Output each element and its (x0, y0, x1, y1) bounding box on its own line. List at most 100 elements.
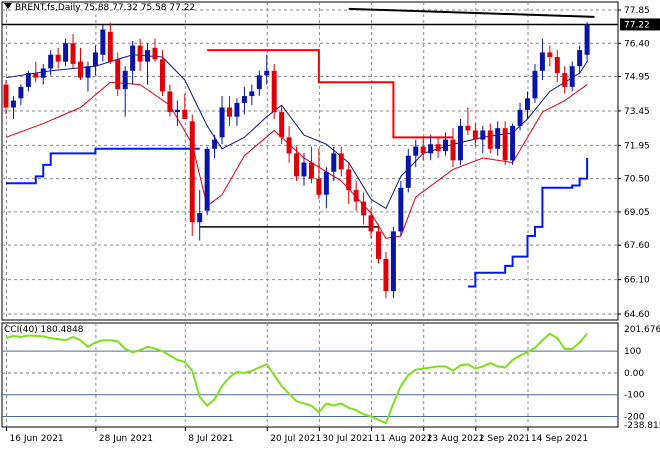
candle-body (279, 112, 285, 138)
candle (137, 38, 143, 71)
candle-body (539, 52, 545, 71)
cci-tick-label: 0.00 (624, 369, 644, 379)
candle-body (55, 54, 61, 62)
candle-body (428, 144, 434, 154)
candle (122, 66, 128, 117)
candle (361, 192, 367, 225)
candle-body (554, 57, 560, 74)
candle (219, 96, 225, 145)
candle (539, 38, 545, 80)
candle-body (338, 153, 344, 170)
candle (517, 102, 523, 131)
candle (40, 63, 46, 85)
candle-body (256, 75, 262, 90)
candle-body (174, 109, 180, 113)
candle-body (577, 50, 583, 67)
candle-body (301, 162, 307, 177)
candle (212, 135, 218, 158)
candle-body (197, 213, 203, 223)
candle-body (502, 128, 508, 161)
candle (241, 86, 247, 115)
candle (554, 50, 560, 83)
candle (279, 105, 285, 145)
candle-body (212, 139, 218, 149)
time-axis-label: 11 Aug 2021 (375, 434, 433, 444)
candle (85, 61, 91, 92)
candle (18, 84, 24, 106)
candle-body (159, 59, 165, 92)
candle-body (495, 128, 501, 149)
candle (92, 45, 98, 76)
candle (159, 50, 165, 97)
candle-body (517, 109, 523, 126)
candle (107, 22, 113, 64)
current-price-tag (620, 18, 660, 31)
candle-body (33, 73, 39, 78)
candle (584, 22, 590, 63)
candle-body (25, 73, 31, 87)
time-axis-label: 16 Jun 2021 (10, 434, 64, 444)
candle (115, 52, 121, 97)
candle-body (569, 66, 575, 87)
candle-body (547, 52, 553, 58)
candle-body (346, 169, 352, 191)
support-step-line (6, 147, 589, 288)
candle (234, 98, 240, 126)
candle (532, 63, 538, 103)
candle-body (40, 68, 46, 78)
current-price-label: 77.22 (624, 20, 650, 30)
candle-body (323, 171, 329, 195)
resistance-step-line (207, 49, 453, 139)
time-axis-label: 14 Sep 2021 (531, 434, 588, 444)
candle (353, 180, 359, 211)
candle (577, 45, 583, 74)
candle (152, 38, 158, 62)
cci-line (5, 332, 588, 425)
candle (495, 121, 501, 156)
candle-body (145, 50, 151, 62)
candle (405, 148, 411, 193)
candle-body (85, 66, 91, 78)
candle-body (92, 52, 98, 67)
candle-body (398, 187, 404, 232)
candle-body (376, 231, 381, 259)
candle (398, 180, 404, 236)
main-panel-frame (1, 1, 619, 321)
candle-body (294, 153, 300, 177)
candle (316, 148, 322, 200)
price-tick-label: 69.05 (624, 208, 650, 218)
candle (48, 50, 54, 76)
cci-tick-label: 100 (624, 347, 641, 357)
candle (487, 123, 493, 154)
candle (130, 40, 136, 85)
candle-body (227, 107, 232, 117)
candle-body (450, 139, 456, 161)
candle (525, 91, 530, 119)
candle (331, 146, 337, 181)
candle-body (413, 146, 419, 156)
cci-panel-frame (1, 322, 619, 428)
price-tick-label: 67.60 (624, 241, 650, 251)
price-tick-label: 71.95 (624, 141, 650, 151)
candle-body (443, 139, 449, 152)
candle (167, 84, 173, 117)
candle-body (219, 107, 225, 138)
candle (435, 137, 441, 158)
candle-body (204, 148, 210, 211)
candle (10, 96, 16, 119)
candle-body (137, 45, 143, 62)
candle-body (63, 43, 69, 62)
candle (562, 66, 568, 94)
candle (249, 84, 255, 106)
candle (189, 114, 195, 236)
cci-header: CCI(40) 180.4848 (4, 325, 84, 335)
collapse-triangle-icon[interactable] (4, 3, 12, 9)
candle-body (10, 100, 16, 108)
candle (294, 146, 300, 181)
candle-body (368, 215, 374, 232)
candle (78, 47, 83, 80)
candle-body (122, 70, 128, 90)
candle-body (264, 70, 270, 76)
candle (145, 43, 151, 85)
